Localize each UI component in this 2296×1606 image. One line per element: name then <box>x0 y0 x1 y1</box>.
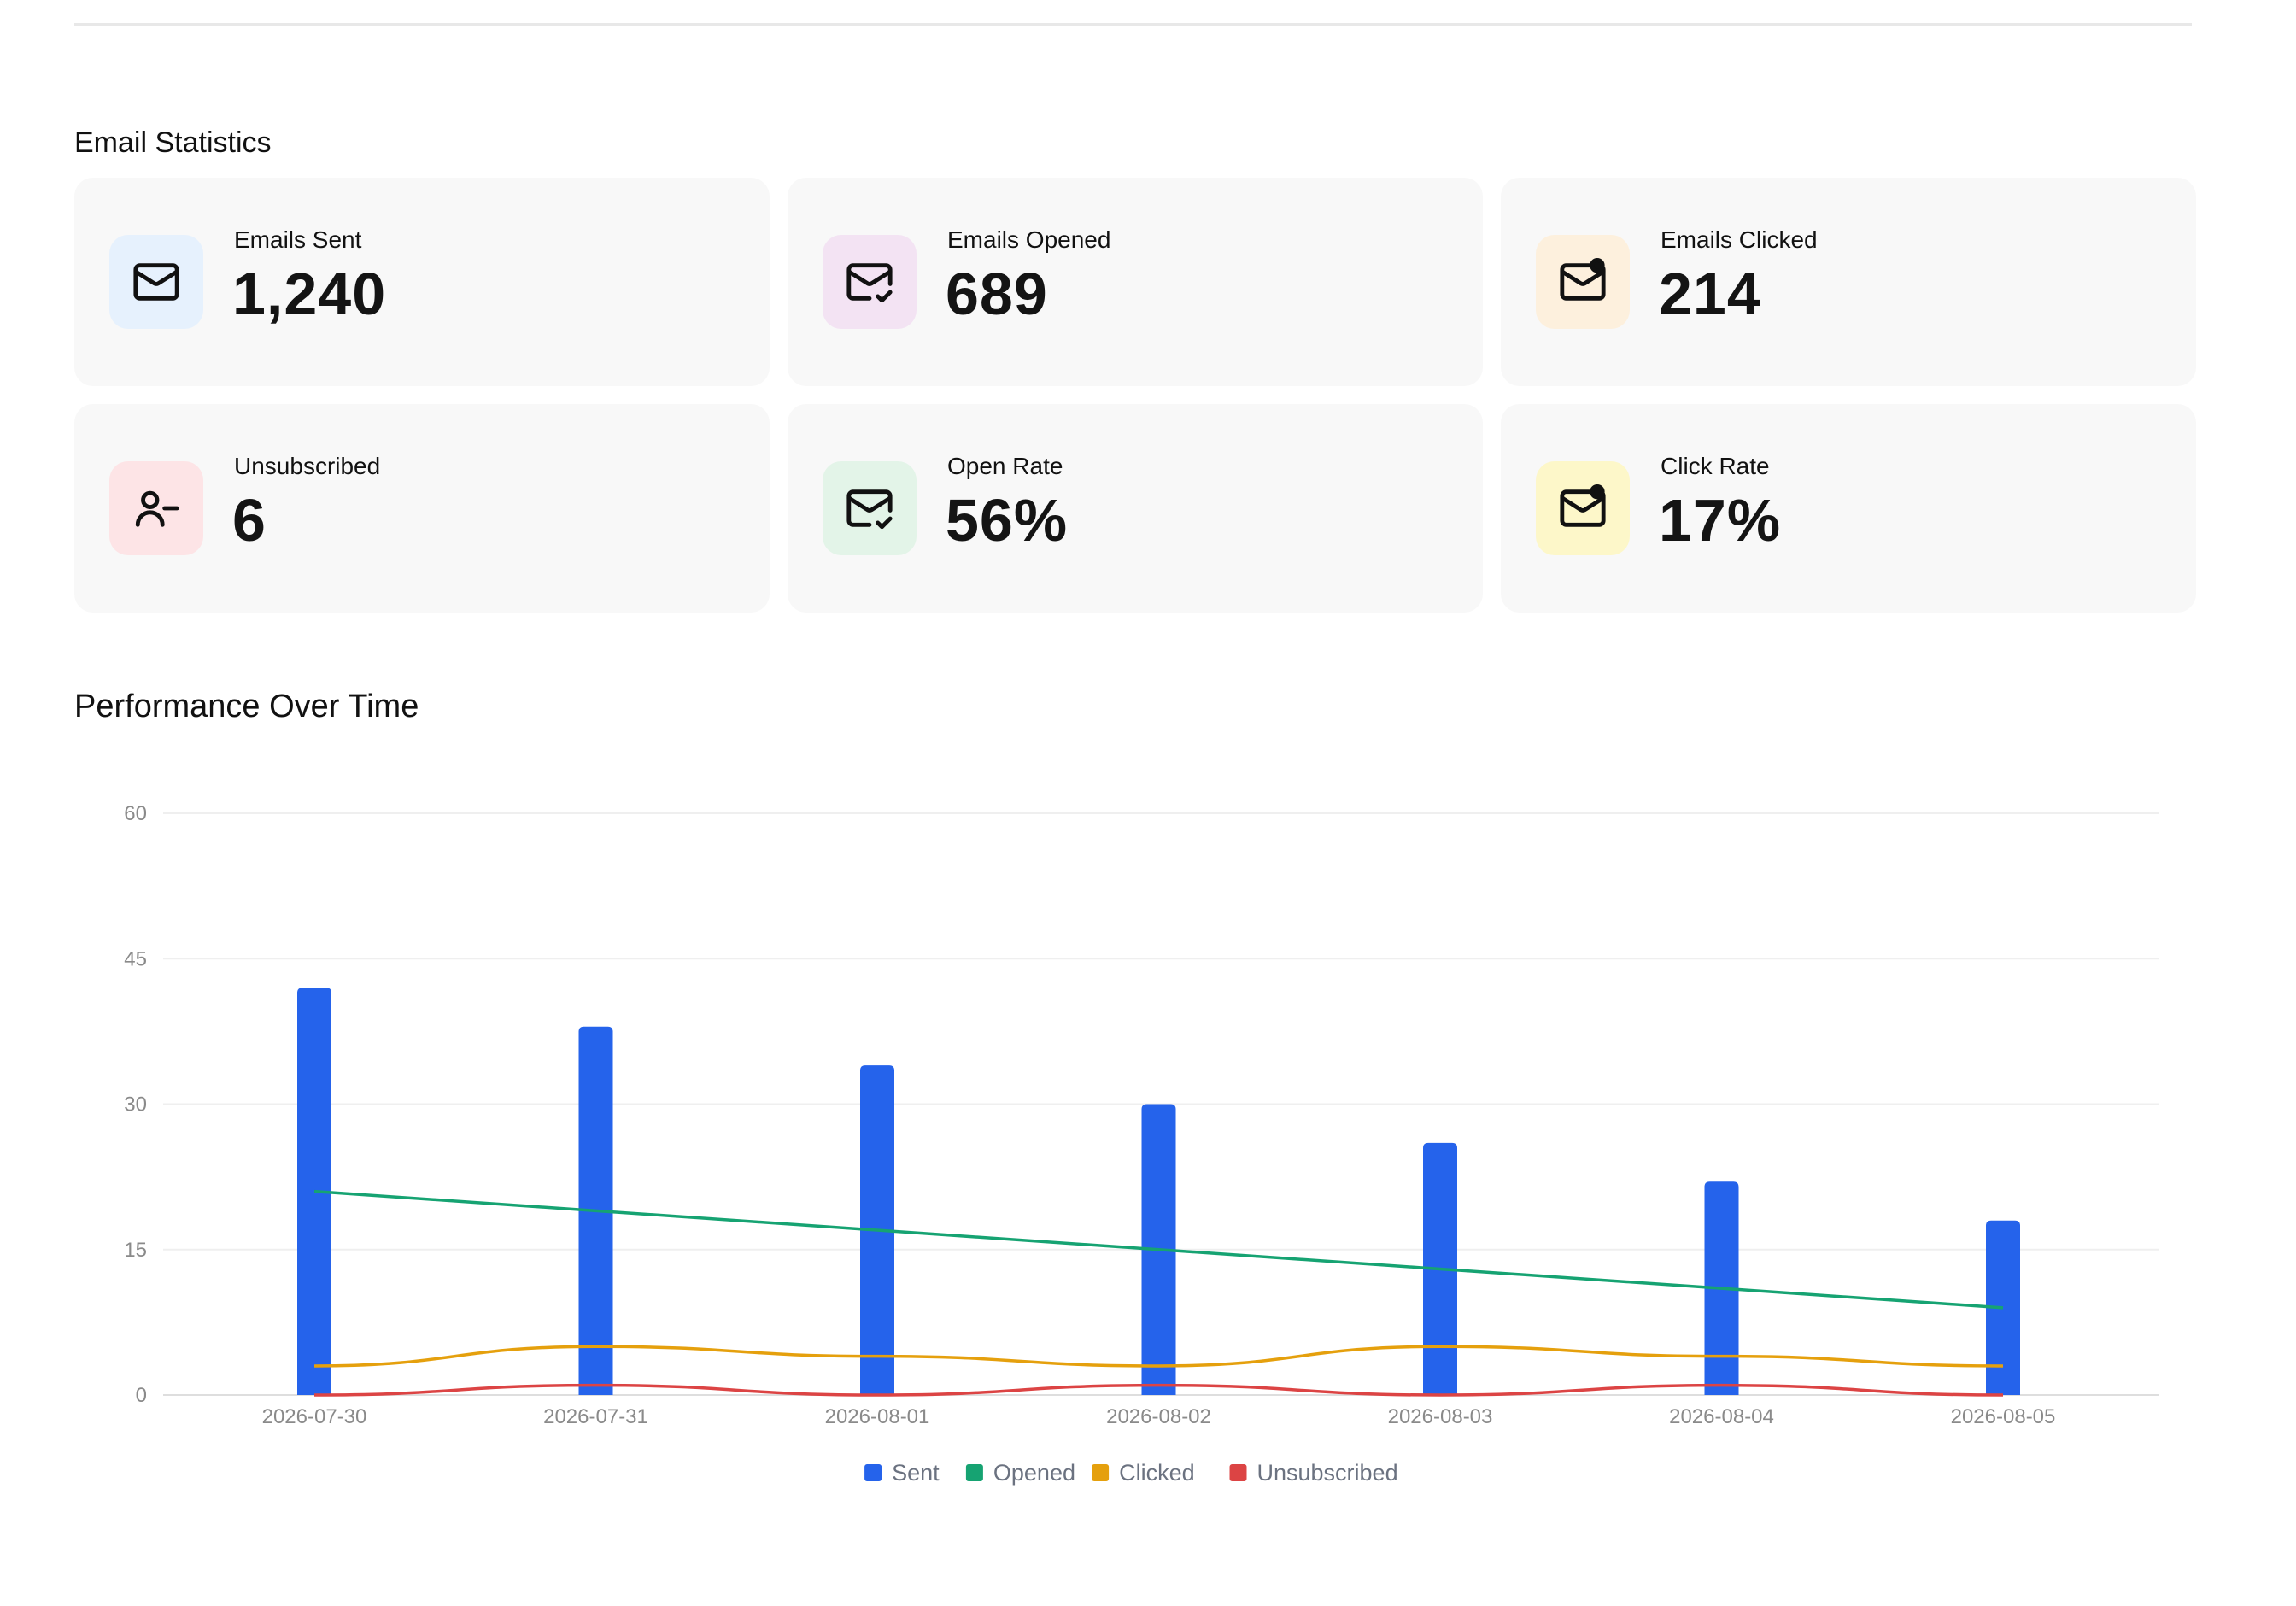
line-clicked <box>313 1345 2004 1368</box>
stat-label: Emails Clicked <box>1660 226 1818 253</box>
stat-card-emails-opened: Emails Opened 689 <box>788 178 1483 386</box>
legend-label: Sent <box>892 1460 940 1486</box>
y-tick-label: 30 <box>124 1093 147 1117</box>
mail-check-icon-tile <box>823 235 917 329</box>
email-statistics-title: Email Statistics <box>74 126 272 159</box>
legend-label: Clicked <box>1119 1460 1195 1486</box>
stat-label: Open Rate <box>947 453 1063 479</box>
mail-check-icon-tile <box>823 461 917 555</box>
stat-label: Emails Opened <box>947 226 1111 253</box>
x-tick-label: 2026-08-05 <box>1951 1405 2056 1428</box>
stat-card-open-rate: Open Rate 56% <box>788 404 1483 613</box>
y-tick-label: 15 <box>124 1239 147 1262</box>
line-opened <box>313 1189 2004 1310</box>
legend-label: Opened <box>993 1460 1075 1486</box>
user-minus-icon <box>135 490 179 527</box>
stat-value: 689 <box>946 261 1048 327</box>
mail-dot-icon-tile <box>1536 461 1630 555</box>
mail-dot-icon <box>1560 257 1606 301</box>
stat-value: 17% <box>1659 487 1782 554</box>
legend-swatch <box>1092 1464 1110 1481</box>
stat-value: 214 <box>1659 261 1761 327</box>
mail-dot-icon <box>1560 484 1606 527</box>
stat-card-emails-clicked: Emails Clicked 214 <box>1501 178 2196 386</box>
stat-card-emails-sent: Emails Sent 1,240 <box>74 178 770 386</box>
x-tick-label: 2026-08-01 <box>825 1405 930 1428</box>
y-tick-label: 0 <box>136 1384 147 1407</box>
legend-swatch <box>965 1464 983 1481</box>
mail-icon-tile <box>109 235 203 329</box>
mail-icon <box>133 263 179 301</box>
stat-label: Click Rate <box>1660 453 1770 479</box>
stat-value: 6 <box>232 487 266 554</box>
stat-value: 1,240 <box>232 261 387 327</box>
y-tick-label: 45 <box>124 947 147 970</box>
performance-title: Performance Over Time <box>74 689 419 724</box>
mail-dot-icon-tile <box>1536 235 1630 329</box>
x-tick-label: 2026-08-02 <box>1106 1405 1211 1428</box>
legend-label: Unsubscribed <box>1257 1460 1398 1486</box>
user-minus-icon-tile <box>109 461 203 555</box>
line-unsubscribed <box>313 1383 2004 1397</box>
legend-swatch <box>1229 1464 1247 1481</box>
stat-label: Unsubscribed <box>234 453 381 479</box>
top-divider <box>74 23 2192 26</box>
mail-check-icon <box>846 489 893 530</box>
x-tick-label: 2026-08-03 <box>1388 1405 1493 1428</box>
x-tick-label: 2026-08-04 <box>1669 1405 1774 1428</box>
x-tick-label: 2026-07-30 <box>262 1405 367 1428</box>
mail-check-icon <box>846 263 893 303</box>
stat-value: 56% <box>946 487 1069 554</box>
stat-label: Emails Sent <box>234 226 362 253</box>
legend-swatch <box>864 1464 882 1481</box>
x-tick-label: 2026-07-31 <box>543 1405 648 1428</box>
y-tick-label: 60 <box>124 802 147 825</box>
stat-card-click-rate: Click Rate 17% <box>1501 404 2196 613</box>
stat-card-unsubscribed: Unsubscribed 6 <box>74 404 770 613</box>
